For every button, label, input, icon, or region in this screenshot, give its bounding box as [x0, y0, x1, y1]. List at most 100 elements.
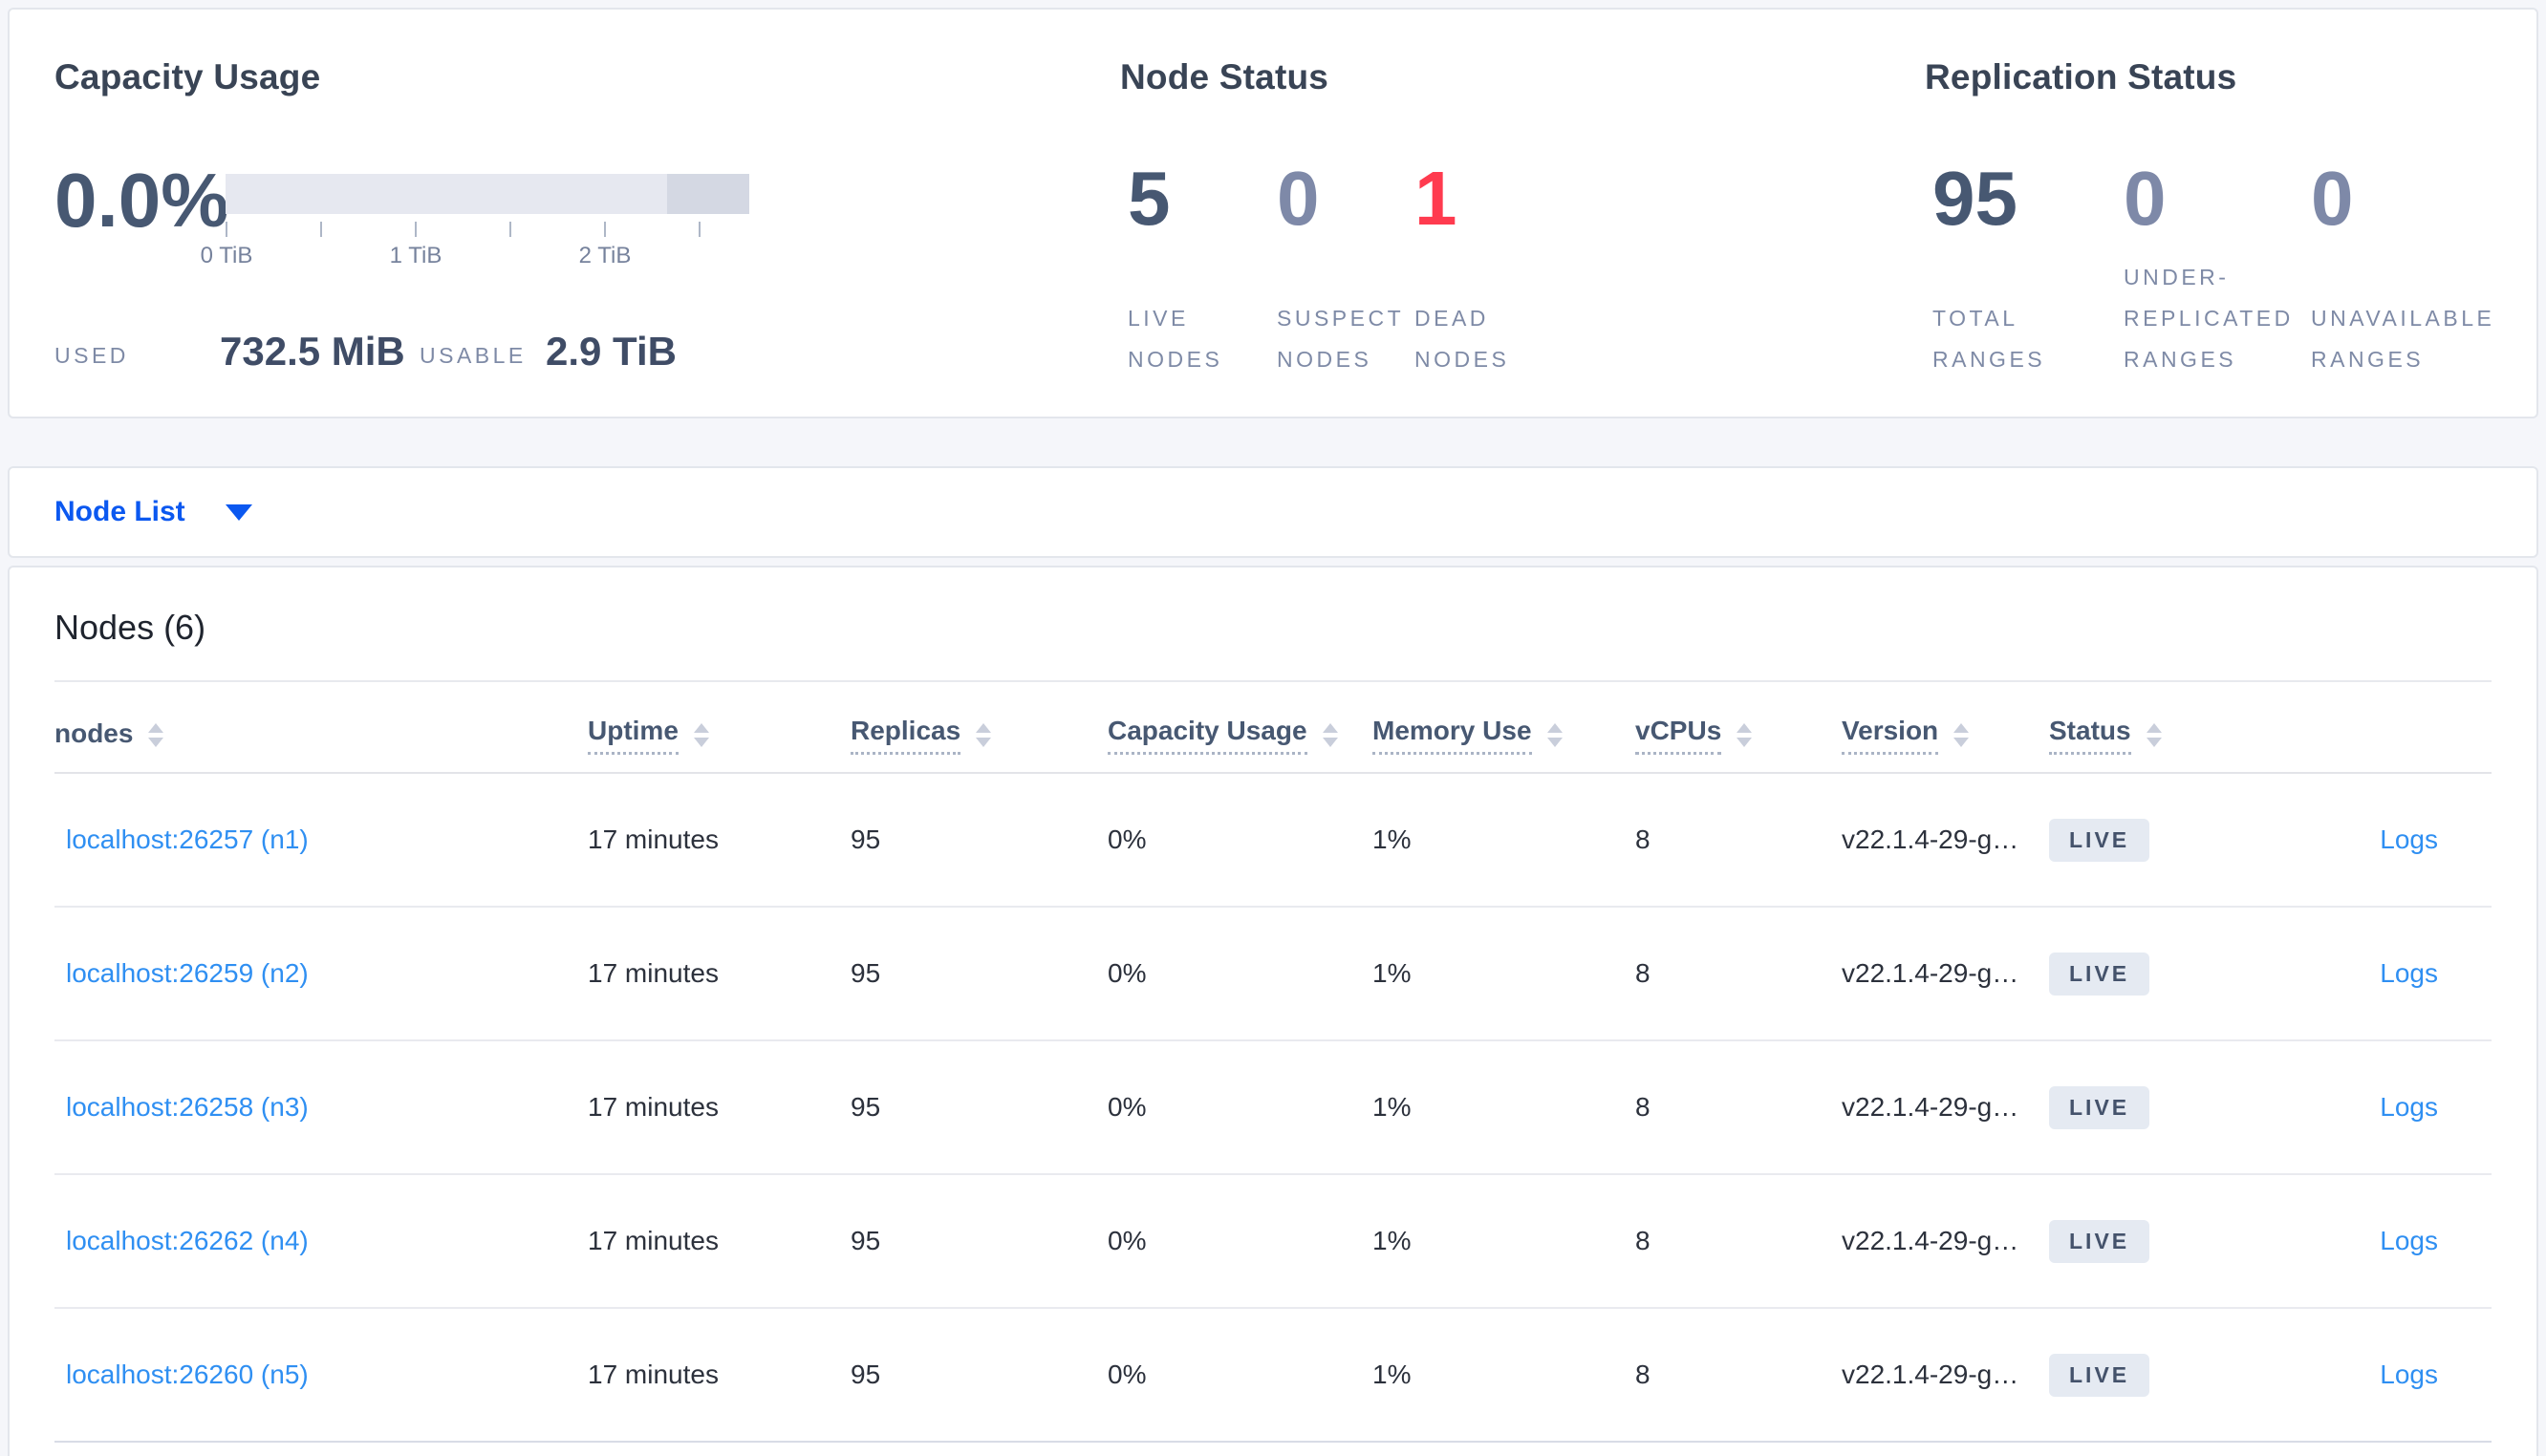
version-cell: v22.1.4-29-g… — [1842, 1092, 2019, 1122]
used-label: USED — [54, 343, 129, 368]
uptime-cell: 17 minutes — [588, 1092, 719, 1122]
column-header-capacity-usage[interactable]: Capacity Usage — [1108, 681, 1372, 773]
logs-link[interactable]: Logs — [2380, 824, 2438, 854]
table-row: localhost:26259 (n2) 17 minutes 95 0% 1%… — [54, 907, 2492, 1040]
column-header-nodes[interactable]: nodes — [54, 681, 588, 773]
status-cell: LIVE — [2049, 1308, 2245, 1442]
status-badge: LIVE — [2049, 818, 2150, 862]
table-row: localhost:26260 (n5) 17 minutes 95 0% 1%… — [54, 1308, 2492, 1442]
node-list-dropdown[interactable]: Node List — [54, 468, 252, 556]
live-nodes-label: LIVE NODES — [1128, 306, 1223, 372]
capacity-cell: 0% — [1108, 1226, 1147, 1255]
live-nodes-stat: 5 LIVE NODES — [1128, 153, 1233, 380]
sort-icon — [1546, 723, 1563, 747]
capacity-cell: 0% — [1108, 824, 1147, 854]
gauge-tick — [604, 222, 606, 237]
column-header-label: Status — [2049, 716, 2131, 755]
capacity-cell: 0% — [1108, 958, 1147, 988]
gauge-tick — [320, 222, 322, 237]
column-header-label: Uptime — [588, 716, 679, 755]
column-header-logs — [2245, 681, 2492, 773]
suspect-nodes-value: 0 — [1277, 156, 1320, 241]
nodes-table: nodes Uptime Replicas Capacity Usage Mem… — [54, 680, 2492, 1443]
sort-icon — [1322, 723, 1338, 747]
unavailable-ranges-stat: 0 UNAVAILABLE RANGES — [2311, 153, 2526, 380]
usable-value: 2.9 TiB — [546, 329, 677, 374]
column-header-status[interactable]: Status — [2049, 681, 2245, 773]
table-row: localhost:26257 (n1) 17 minutes 95 0% 1%… — [54, 773, 2492, 907]
gauge-tick — [699, 222, 701, 237]
version-cell: v22.1.4-29-g… — [1842, 958, 2019, 988]
cluster-summary-panel: Capacity Usage 0.0% 0 TiB 1 TiB 2 TiB US… — [8, 8, 2538, 418]
status-badge: LIVE — [2049, 1353, 2150, 1397]
unavailable-ranges-label: UNAVAILABLE RANGES — [2311, 306, 2495, 372]
node-link[interactable]: localhost:26259 (n2) — [66, 958, 309, 988]
column-header-version[interactable]: Version — [1842, 681, 2049, 773]
view-selector-bar: Node List — [8, 466, 2538, 558]
column-header-replicas[interactable]: Replicas — [851, 681, 1108, 773]
version-cell: v22.1.4-29-g… — [1842, 1360, 2019, 1389]
replicas-cell: 95 — [851, 958, 881, 988]
column-header-memory-use[interactable]: Memory Use — [1372, 681, 1635, 773]
sort-icon — [1737, 723, 1753, 747]
node-link[interactable]: localhost:26258 (n3) — [66, 1092, 309, 1122]
logs-link[interactable]: Logs — [2380, 1092, 2438, 1122]
node-link[interactable]: localhost:26260 (n5) — [66, 1360, 309, 1389]
status-badge: LIVE — [2049, 1219, 2150, 1263]
used-value: 732.5 MiB — [220, 329, 405, 374]
table-row: localhost:26258 (n3) 17 minutes 95 0% 1%… — [54, 1040, 2492, 1174]
column-header-uptime[interactable]: Uptime — [588, 681, 851, 773]
capacity-detail: USED 732.5 MiB USABLE 2.9 TiB — [54, 325, 915, 375]
vcpus-cell: 8 — [1635, 824, 1651, 854]
capacity-usage-title: Capacity Usage — [54, 57, 321, 96]
gauge-tick — [415, 222, 417, 237]
column-header-label: nodes — [54, 718, 134, 748]
under-replicated-value: 0 — [2124, 156, 2167, 241]
column-header-label: Replicas — [851, 716, 961, 755]
logs-link[interactable]: Logs — [2380, 1226, 2438, 1255]
column-header-label: Memory Use — [1372, 716, 1532, 755]
under-replicated-stat: 0 UNDER-REPLICATED RANGES — [2124, 153, 2310, 380]
status-cell: LIVE — [2049, 1174, 2245, 1308]
gauge-tick-label: 1 TiB — [389, 243, 442, 268]
sort-icon — [693, 723, 709, 747]
vcpus-cell: 8 — [1635, 1226, 1651, 1255]
uptime-cell: 17 minutes — [588, 958, 719, 988]
replicas-cell: 95 — [851, 1360, 881, 1389]
total-ranges-label: TOTAL RANGES — [1932, 306, 2046, 372]
under-replicated-label: UNDER-REPLICATED RANGES — [2124, 265, 2294, 372]
memory-cell: 1% — [1372, 958, 1412, 988]
suspect-nodes-label: SUSPECT NODES — [1277, 306, 1404, 372]
status-badge: LIVE — [2049, 952, 2150, 996]
node-link[interactable]: localhost:26262 (n4) — [66, 1226, 309, 1255]
column-header-label: Capacity Usage — [1108, 716, 1307, 755]
capacity-cell: 0% — [1108, 1092, 1147, 1122]
logs-link[interactable]: Logs — [2380, 958, 2438, 988]
sort-icon — [2146, 723, 2162, 747]
uptime-cell: 17 minutes — [588, 1360, 719, 1389]
suspect-nodes-stat: 0 SUSPECT NODES — [1277, 153, 1406, 380]
table-header-row: nodes Uptime Replicas Capacity Usage Mem… — [54, 681, 2492, 773]
node-status-title: Node Status — [1120, 57, 1329, 96]
sort-icon — [148, 723, 164, 747]
replicas-cell: 95 — [851, 1092, 881, 1122]
memory-cell: 1% — [1372, 1092, 1412, 1122]
column-header-label: vCPUs — [1635, 716, 1722, 755]
chevron-down-icon — [225, 503, 252, 521]
sort-icon — [976, 723, 992, 747]
replicas-cell: 95 — [851, 824, 881, 854]
memory-cell: 1% — [1372, 1226, 1412, 1255]
replicas-cell: 95 — [851, 1226, 881, 1255]
version-cell: v22.1.4-29-g… — [1842, 1226, 2019, 1255]
memory-cell: 1% — [1372, 1360, 1412, 1389]
column-header-vcpus[interactable]: vCPUs — [1635, 681, 1842, 773]
node-link[interactable]: localhost:26257 (n1) — [66, 824, 309, 854]
node-list-dropdown-label: Node List — [54, 496, 185, 527]
nodes-table-panel: Nodes (6) nodes Uptime Replicas Capacity… — [8, 566, 2538, 1456]
logs-link[interactable]: Logs — [2380, 1360, 2438, 1389]
capacity-gauge-bar — [226, 174, 749, 214]
version-cell: v22.1.4-29-g… — [1842, 824, 2019, 854]
memory-cell: 1% — [1372, 824, 1412, 854]
uptime-cell: 17 minutes — [588, 1226, 719, 1255]
